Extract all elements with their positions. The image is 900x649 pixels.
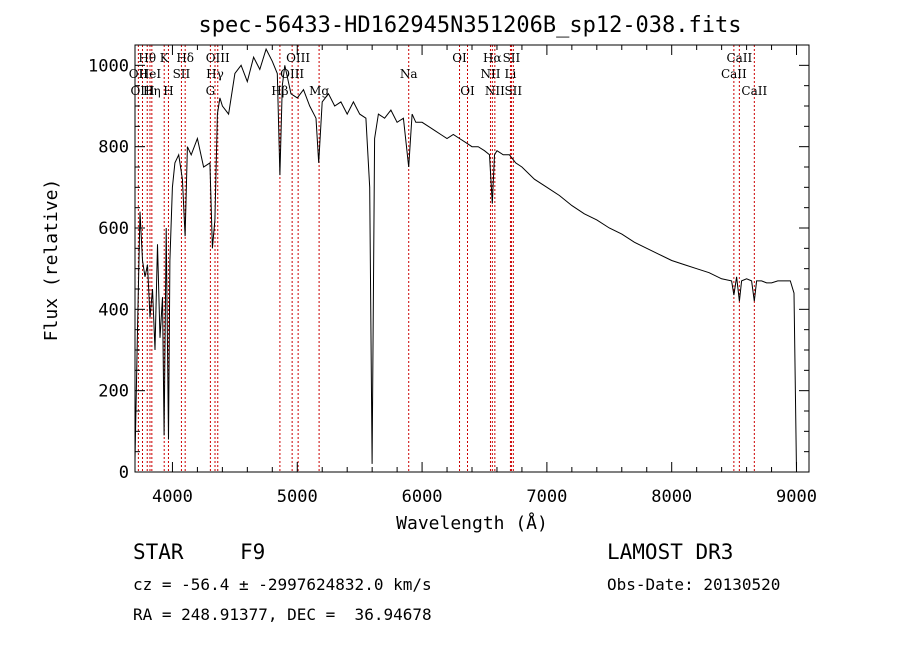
line-marker-label-12: OIII — [286, 51, 310, 65]
obs-date-readout: Obs-Date: 20130520 — [607, 575, 781, 594]
line-marker-label-10: Hγ — [206, 67, 224, 81]
spectrum-line — [134, 47, 797, 473]
line-marker-label-18: OI — [460, 84, 475, 98]
y-tick-label-0: 0 — [119, 463, 129, 483]
line-marker-label-1: OII — [129, 67, 149, 81]
y-tick-label-800: 800 — [98, 138, 129, 158]
line-marker-label-16: Na — [400, 67, 418, 81]
line-marker-label-24: SII — [504, 84, 522, 98]
y-tick-label-200: 200 — [98, 382, 129, 402]
line-marker-label-15: Mg — [309, 84, 329, 98]
line-marker-label-19: Hα — [483, 51, 502, 65]
line-marker-label-23: Li — [505, 67, 517, 81]
plot-frame — [134, 44, 810, 473]
line-marker-label-21: NII — [485, 84, 505, 98]
spectral-line-markers — [137, 45, 755, 472]
y-tick-label-1000: 1000 — [88, 56, 129, 76]
class-label: STAR — [133, 540, 184, 564]
x-tick-label-9000: 9000 — [776, 487, 817, 507]
line-marker-label-20: NII — [480, 67, 500, 81]
line-marker-label-8: Hδ — [176, 51, 194, 65]
y-tick-label-600: 600 — [98, 219, 129, 239]
x-tick-label-4000: 4000 — [152, 487, 193, 507]
line-marker-label-6: H — [163, 84, 173, 98]
line-marker-label-14: Hβ — [271, 84, 288, 98]
subclass-label: F9 — [240, 540, 266, 564]
chart-title: spec-56433-HD162945N351206B_sp12-038.fit… — [198, 13, 741, 38]
y-axis-label: Flux (relative) — [41, 179, 62, 342]
x-axis-label: Wavelength (Å) — [396, 512, 548, 534]
line-marker-label-27: CaII — [741, 84, 767, 98]
line-marker-label-17: OI — [452, 51, 467, 65]
x-tick-label-5000: 5000 — [277, 487, 318, 507]
survey-label: LAMOST DR3 — [607, 540, 734, 564]
line-marker-label-7: SII — [173, 67, 191, 81]
line-marker-label-3: HeI — [139, 67, 162, 81]
x-tick-label-8000: 8000 — [651, 487, 692, 507]
line-marker-label-25: CaII — [726, 51, 752, 65]
line-marker-label-2: OIII — [130, 84, 154, 98]
line-marker-label-9: OIII — [206, 51, 230, 65]
y-axis-ticks: 0 200 400 600 800 1000 — [88, 44, 809, 483]
line-marker-label-22: SII — [503, 51, 521, 65]
line-marker-label-5: K — [160, 51, 170, 65]
y-tick-label-400: 400 — [98, 300, 129, 320]
line-marker-label-26: CaII — [721, 67, 747, 81]
line-marker-label-4: Hη — [143, 84, 161, 98]
x-tick-label-7000: 7000 — [526, 487, 567, 507]
x-axis-ticks: 4000 5000 6000 7000 8000 9000 — [152, 45, 817, 507]
line-marker-label-11: G — [206, 84, 216, 98]
line-marker-label-0: Hθ — [138, 51, 156, 65]
x-tick-label-6000: 6000 — [402, 487, 443, 507]
redshift-readout: cz = -56.4 ± -2997624832.0 km/s — [133, 575, 432, 594]
coordinates-readout: RA = 248.91377, DEC = 36.94678 — [133, 605, 432, 624]
